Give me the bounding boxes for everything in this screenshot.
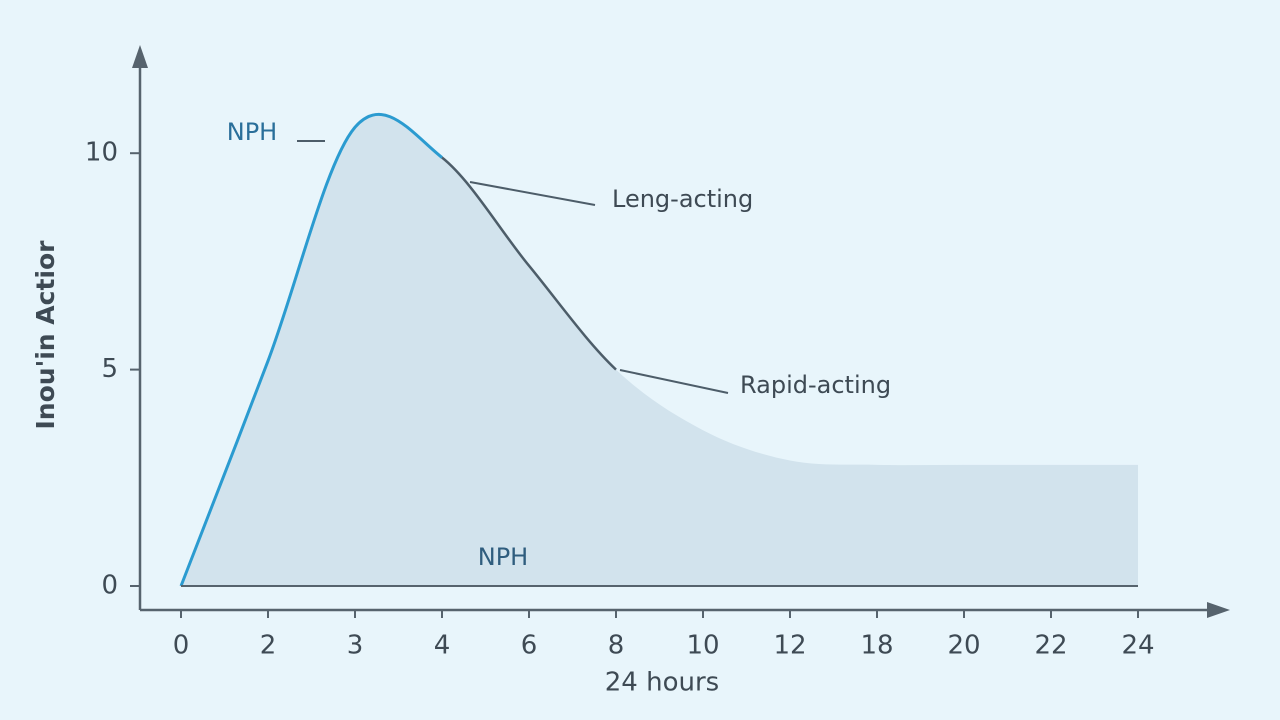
y-axis-label: Inou'in Actior [31, 240, 60, 430]
annotation: Leng-acting [612, 185, 753, 213]
area [181, 114, 1138, 587]
x-tick-label: 0 [173, 631, 190, 661]
annotation: NPH [478, 543, 528, 571]
y-tick-label: 5 [101, 354, 118, 384]
fall-line [441, 156, 617, 371]
annotation-leader [469, 181, 596, 206]
x-tick-label: 20 [947, 631, 980, 661]
x-tick-label: 3 [347, 631, 364, 661]
annotation-leader [619, 369, 729, 394]
x-tick-label: 8 [608, 631, 625, 661]
x-axis-arrow [1207, 602, 1230, 618]
annotation: NPH [227, 118, 277, 146]
x-axis-label: 24 hours [605, 668, 719, 698]
x-tick-label: 24 [1121, 631, 1154, 661]
x-tick-label: 4 [434, 631, 451, 661]
annotation: Rapid-acting [740, 371, 891, 399]
y-tick-label: 0 [101, 571, 118, 601]
x-tick-label: 18 [860, 631, 893, 661]
x-tick-label: 12 [773, 631, 806, 661]
x-tick-label: 22 [1034, 631, 1067, 661]
y-axis-arrow [132, 45, 148, 68]
x-tick-label: 6 [521, 631, 538, 661]
x-tick-label: 2 [260, 631, 277, 661]
y-tick-label: 10 [85, 138, 118, 168]
rise-line [179, 112, 443, 587]
x-tick-label: 10 [686, 631, 719, 661]
